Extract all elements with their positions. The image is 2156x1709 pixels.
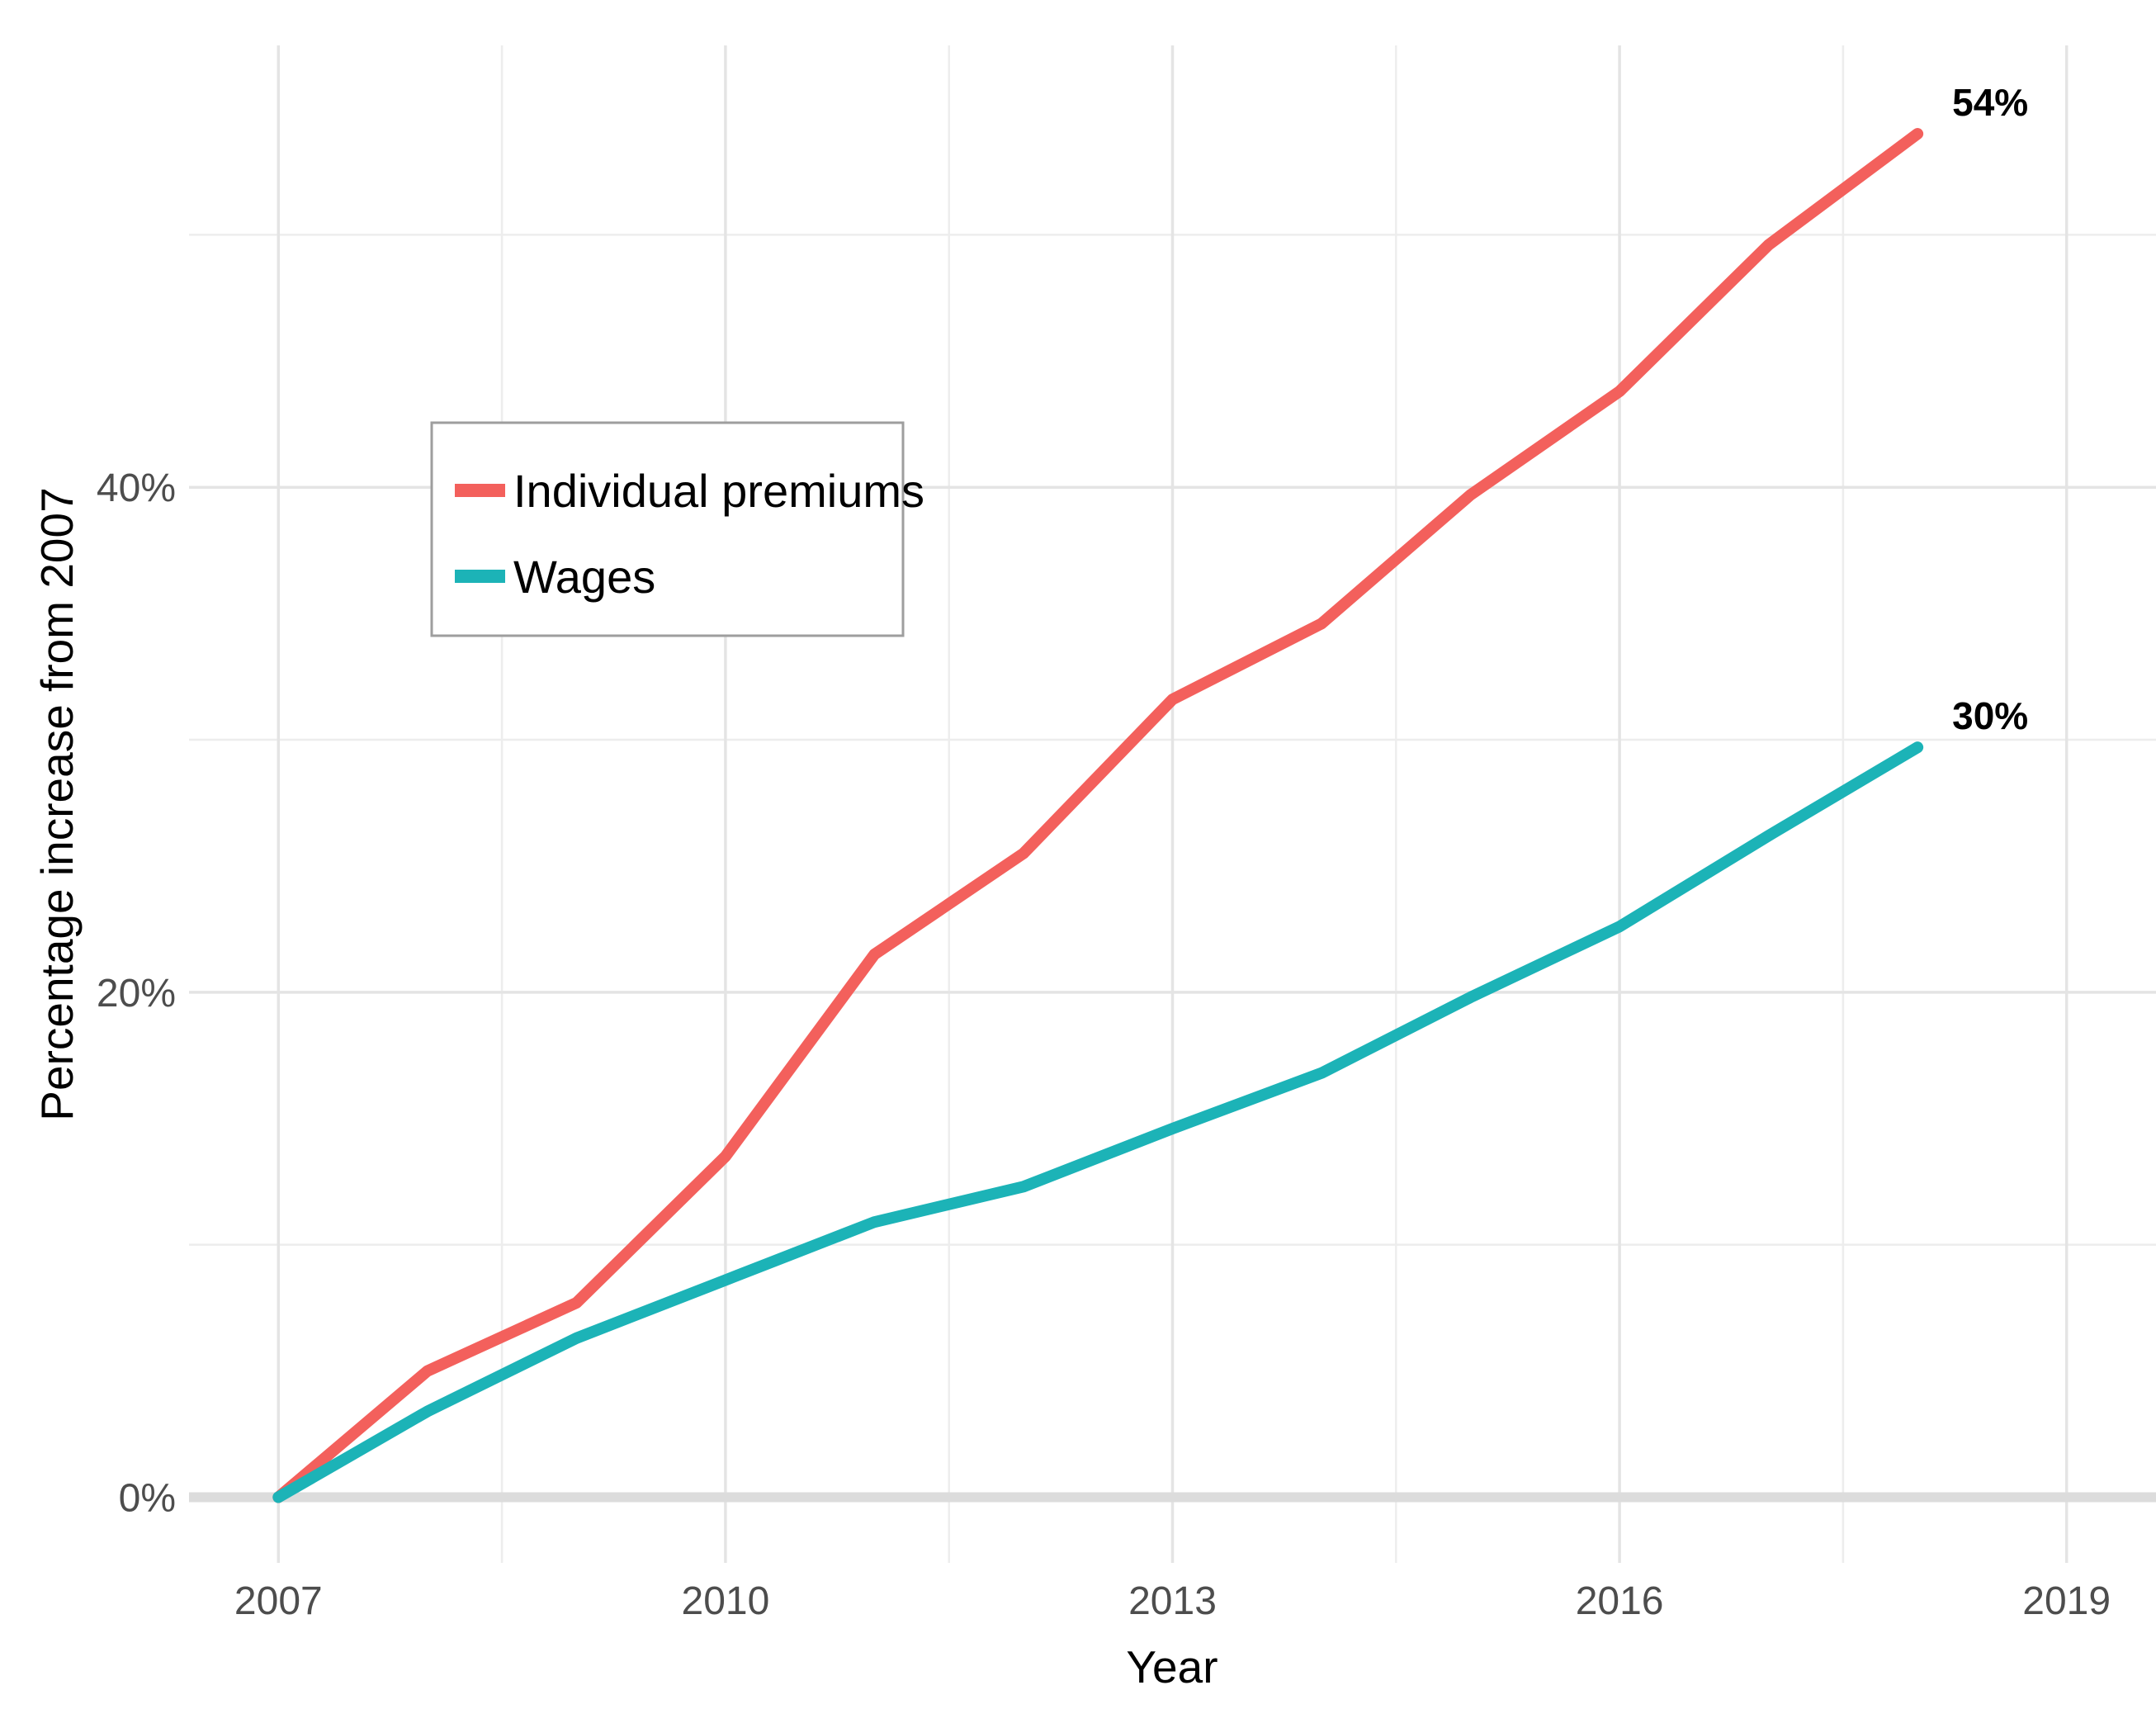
x-tick-label: 2019 xyxy=(2022,1579,2111,1623)
x-tick-label: 2007 xyxy=(234,1579,323,1623)
end-label-individual-premiums: 54% xyxy=(1952,81,2028,124)
legend-label-individual-premiums: Individual premiums xyxy=(513,465,924,517)
x-axis-title: Year xyxy=(1126,1641,1217,1692)
axis-labels-layer: Year Percentage increase from 2007 54% 30… xyxy=(31,81,2111,1692)
y-tick-label: 20% xyxy=(97,972,176,1015)
legend-label-wages: Wages xyxy=(513,551,655,603)
y-tick-label: 0% xyxy=(119,1476,176,1520)
x-tick-label: 2013 xyxy=(1128,1579,1217,1623)
x-tick-label: 2010 xyxy=(682,1579,770,1623)
x-tick-label: 2016 xyxy=(1576,1579,1664,1623)
series-line-wages xyxy=(272,741,1924,1503)
end-label-wages: 30% xyxy=(1952,694,2028,737)
series-line-individual-premiums xyxy=(272,128,1924,1503)
y-axis-title: Percentage increase from 2007 xyxy=(31,487,83,1120)
legend: Individual premiums Wages xyxy=(430,421,924,637)
y-tick-label: 40% xyxy=(97,466,176,510)
data-series-layer xyxy=(272,128,1924,1503)
major-gridlines xyxy=(189,45,2156,1563)
legend-box xyxy=(430,421,905,637)
